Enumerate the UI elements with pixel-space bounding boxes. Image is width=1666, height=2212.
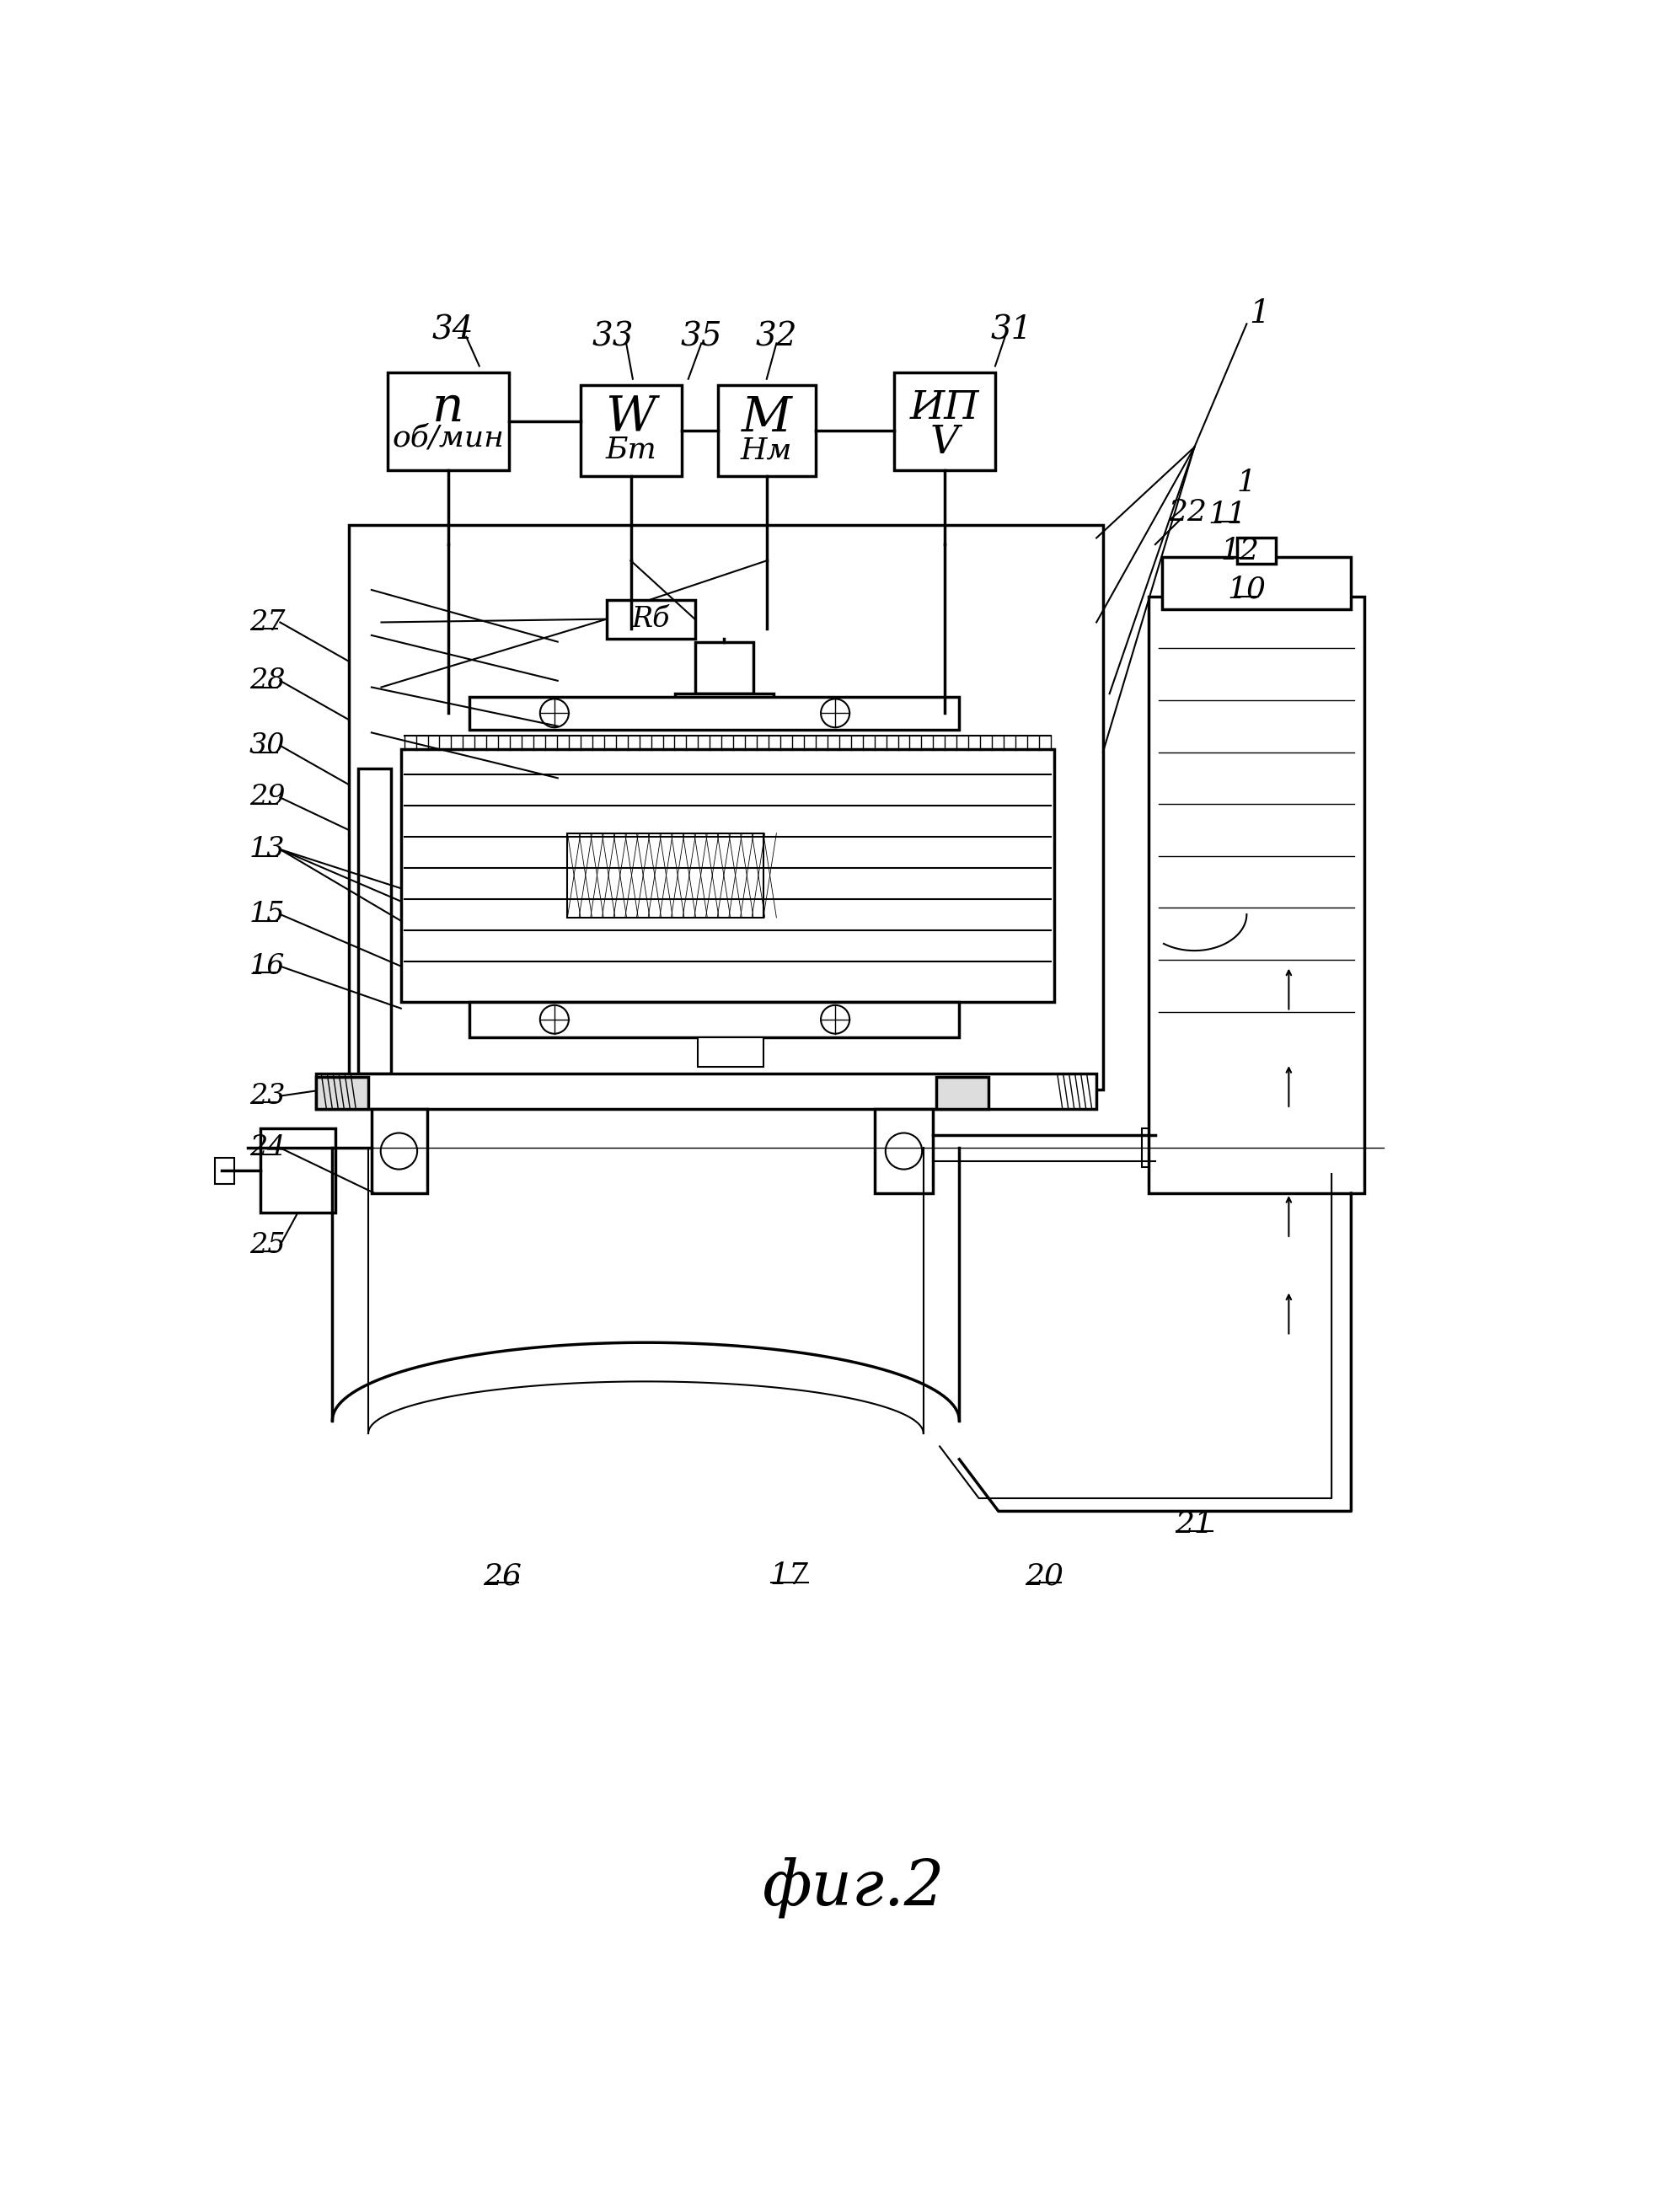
Text: 11: 11: [1208, 500, 1246, 529]
Bar: [470, 697, 960, 730]
Text: n: n: [431, 385, 463, 431]
Text: W: W: [605, 394, 656, 442]
Bar: [1143, 1128, 1168, 1168]
Text: 23: 23: [250, 1082, 285, 1110]
Text: 27: 27: [250, 608, 285, 635]
Text: 12: 12: [1221, 538, 1259, 566]
Text: М: М: [741, 394, 791, 442]
Bar: [675, 695, 773, 708]
Text: 29: 29: [250, 783, 285, 812]
Bar: [317, 1073, 1096, 1108]
Text: об/мин: об/мин: [392, 422, 503, 451]
Text: 10: 10: [1228, 575, 1266, 604]
Text: 34: 34: [431, 314, 475, 345]
Text: фиг.2: фиг.2: [763, 1858, 945, 1918]
Bar: [895, 372, 995, 469]
Bar: [260, 1128, 335, 1212]
Bar: [695, 641, 753, 695]
Bar: [470, 1002, 960, 1037]
Text: 30: 30: [250, 732, 285, 759]
Text: 26: 26: [483, 1562, 521, 1590]
Text: 28: 28: [250, 668, 285, 695]
Text: 22: 22: [1168, 498, 1208, 526]
Text: ИП: ИП: [910, 389, 980, 427]
Text: 16: 16: [250, 953, 285, 980]
Bar: [1161, 557, 1351, 608]
Bar: [698, 1037, 763, 1066]
Text: 21: 21: [1175, 1511, 1215, 1540]
Bar: [348, 524, 1103, 1091]
Text: 13: 13: [250, 836, 285, 863]
Text: Нм: Нм: [741, 436, 793, 465]
Bar: [936, 1077, 988, 1108]
Text: 25: 25: [250, 1232, 285, 1259]
Text: 31: 31: [991, 314, 1033, 345]
Text: 24: 24: [250, 1135, 285, 1161]
Text: 17: 17: [770, 1562, 810, 1590]
Bar: [388, 372, 508, 469]
Bar: [317, 1077, 368, 1108]
Bar: [718, 385, 816, 476]
Bar: [372, 1108, 426, 1192]
Text: 20: 20: [1025, 1562, 1063, 1590]
Text: 33: 33: [593, 321, 635, 352]
Text: 1: 1: [1236, 469, 1256, 498]
Bar: [358, 768, 392, 1073]
Bar: [1148, 597, 1364, 1192]
Text: Rб: Rб: [631, 606, 670, 633]
Text: 1: 1: [1250, 299, 1269, 330]
Bar: [215, 1157, 235, 1183]
Text: Бт: Бт: [605, 436, 656, 465]
Text: 35: 35: [680, 321, 721, 352]
Text: V: V: [930, 422, 958, 462]
Text: 15: 15: [250, 900, 285, 927]
Bar: [1236, 538, 1276, 564]
Bar: [568, 834, 763, 918]
Bar: [875, 1108, 933, 1192]
Bar: [402, 750, 1055, 1002]
Text: 32: 32: [756, 321, 798, 352]
Bar: [580, 385, 681, 476]
Bar: [606, 599, 695, 639]
